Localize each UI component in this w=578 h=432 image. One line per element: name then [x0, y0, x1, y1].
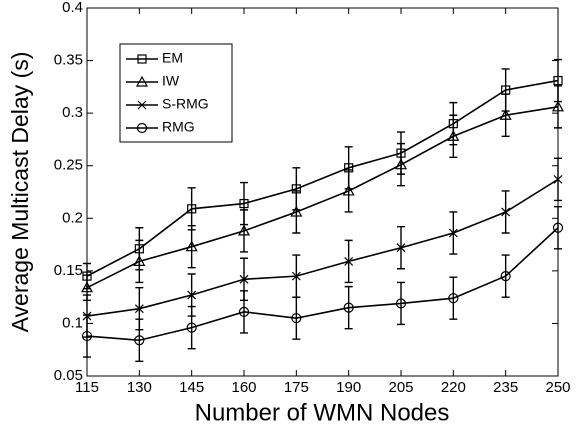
marker — [239, 198, 249, 209]
marker — [552, 222, 564, 233]
y-tick-label: 0.35 — [54, 52, 83, 69]
y-tick-label: 0.2 — [62, 209, 83, 226]
y-tick-label: 0.1 — [62, 314, 83, 331]
marker — [134, 304, 144, 314]
error-bar — [344, 169, 353, 213]
error-bar — [135, 239, 144, 284]
marker — [394, 158, 408, 170]
marker — [395, 298, 407, 309]
marker — [447, 130, 460, 141]
y-tick-label: 0.25 — [54, 157, 83, 174]
x-tick-label: 160 — [231, 379, 256, 396]
error-bar — [292, 190, 301, 234]
marker — [137, 54, 147, 64]
marker — [448, 228, 458, 238]
series-line — [86, 178, 559, 317]
marker — [551, 100, 565, 112]
marker — [553, 75, 563, 86]
legend-label: EM — [162, 50, 183, 66]
error-bar — [292, 296, 301, 340]
series-line — [86, 79, 559, 277]
x-axis-label: Number of WMN Nodes — [195, 399, 450, 426]
x-tick-label: 205 — [388, 379, 413, 396]
legend-label: RMG — [162, 119, 195, 135]
marker — [343, 302, 354, 313]
marker — [137, 100, 147, 110]
marker — [448, 293, 459, 304]
y-axis-label: Average Multicast Delay (s) — [7, 52, 33, 333]
error-bar — [344, 285, 353, 330]
marker — [396, 243, 406, 253]
x-tick-label: 130 — [127, 379, 152, 396]
x-tick-label: 115 — [75, 379, 99, 396]
marker — [238, 306, 250, 317]
marker — [186, 322, 197, 333]
error-bar — [554, 206, 562, 250]
marker — [134, 335, 145, 346]
marker — [136, 122, 148, 134]
marker — [291, 313, 302, 324]
x-tick-label: 220 — [441, 379, 466, 396]
error-bar — [240, 209, 248, 253]
error-bar — [397, 142, 405, 187]
x-tick-label: 250 — [545, 379, 570, 396]
error-bar — [187, 305, 196, 350]
marker — [135, 75, 149, 87]
error-bar — [135, 318, 144, 362]
error-bar — [554, 85, 562, 129]
marker — [187, 204, 197, 214]
legend-label: IW — [162, 73, 180, 89]
marker — [553, 174, 563, 184]
series-line — [86, 106, 559, 289]
marker — [499, 109, 512, 120]
error-bar — [449, 276, 458, 320]
marker — [344, 256, 354, 266]
error-bar — [397, 281, 405, 326]
marker — [133, 255, 146, 266]
y-tick-label: 0.05 — [54, 367, 83, 384]
y-tick-label: 0.3 — [62, 104, 83, 121]
error-bar — [187, 224, 196, 269]
marker — [237, 224, 251, 236]
marker — [501, 207, 511, 217]
error-bar — [449, 114, 458, 159]
legend-box — [119, 43, 233, 143]
error-bar — [83, 314, 91, 358]
marker — [342, 184, 355, 196]
marker — [187, 290, 197, 300]
error-bar — [240, 290, 248, 334]
x-tick-label: 175 — [284, 379, 309, 396]
marker — [239, 274, 249, 284]
x-tick-label: 190 — [336, 379, 361, 396]
legend-label: S-RMG — [162, 96, 209, 112]
marker — [185, 240, 198, 252]
marker — [80, 281, 94, 293]
x-tick-label: 145 — [179, 379, 204, 396]
marker — [291, 271, 301, 281]
error-bar — [501, 93, 510, 137]
error-bar — [501, 254, 510, 298]
y-tick-label: 0.4 — [62, 0, 83, 16]
series-line — [86, 227, 559, 342]
marker — [290, 205, 303, 217]
marker — [81, 330, 93, 342]
marker — [500, 271, 511, 282]
y-tick-label: 0.15 — [54, 262, 83, 279]
x-tick-label: 235 — [493, 379, 518, 396]
